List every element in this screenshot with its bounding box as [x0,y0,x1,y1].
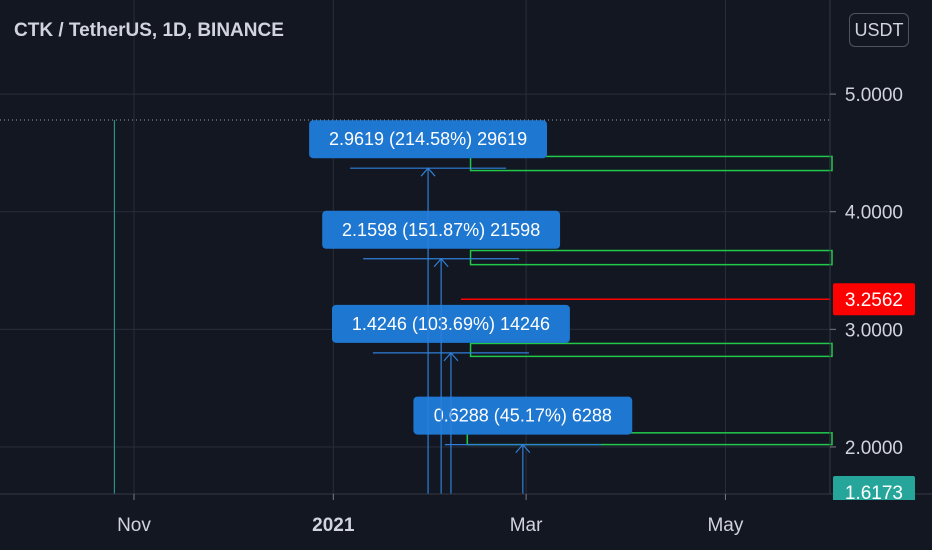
target-zone [469,249,833,266]
measure-label-box [413,396,633,435]
target-zone [469,342,833,358]
measure-label: 1.4246 (103.69%) 14246 [352,314,550,334]
price-tick-label: 4.0000 [845,203,903,224]
current-price-label: 3.2562 [845,290,903,311]
current-price-badge-bg [833,283,915,316]
target-zone [469,155,833,172]
measure-label-box [309,120,548,159]
time-tick-label: 2021 [312,515,355,536]
measure-label: 2.9619 (214.58%) 29619 [329,129,527,149]
currency-button[interactable]: USDT [849,13,909,47]
measurement: 1.4246 (103.69%) 14246 [332,304,570,494]
axis-corner [831,500,932,550]
target-zone [466,432,833,446]
measure-label-box [332,304,570,343]
time-axis-bg [0,494,932,550]
time-tick-label: Mar [510,515,543,536]
measurement: 0.6288 (45.17%) 6288 [413,396,633,494]
price-tick-label: 3.0000 [845,320,903,341]
current-price-badge: 3.2562 [833,283,915,316]
last-close-badge: 1.6173 [833,475,915,508]
symbol-title: CTK / TetherUS, 1D, BINANCE [14,20,284,41]
last-close-label: 1.6173 [845,483,903,504]
time-tick-label: May [707,515,743,536]
measurement: 2.9619 (214.58%) 29619 [309,120,548,494]
price-tick-label: 5.0000 [845,85,903,106]
measure-label: 2.1598 (151.87%) 21598 [342,220,540,240]
last-close-badge-bg [833,475,915,508]
price-tick-label: 2.0000 [845,438,903,459]
measure-label-box [322,210,561,249]
measurement: 2.1598 (151.87%) 21598 [322,210,561,494]
time-tick-label: Nov [117,515,151,536]
measure-label: 0.6288 (45.17%) 6288 [434,406,612,426]
